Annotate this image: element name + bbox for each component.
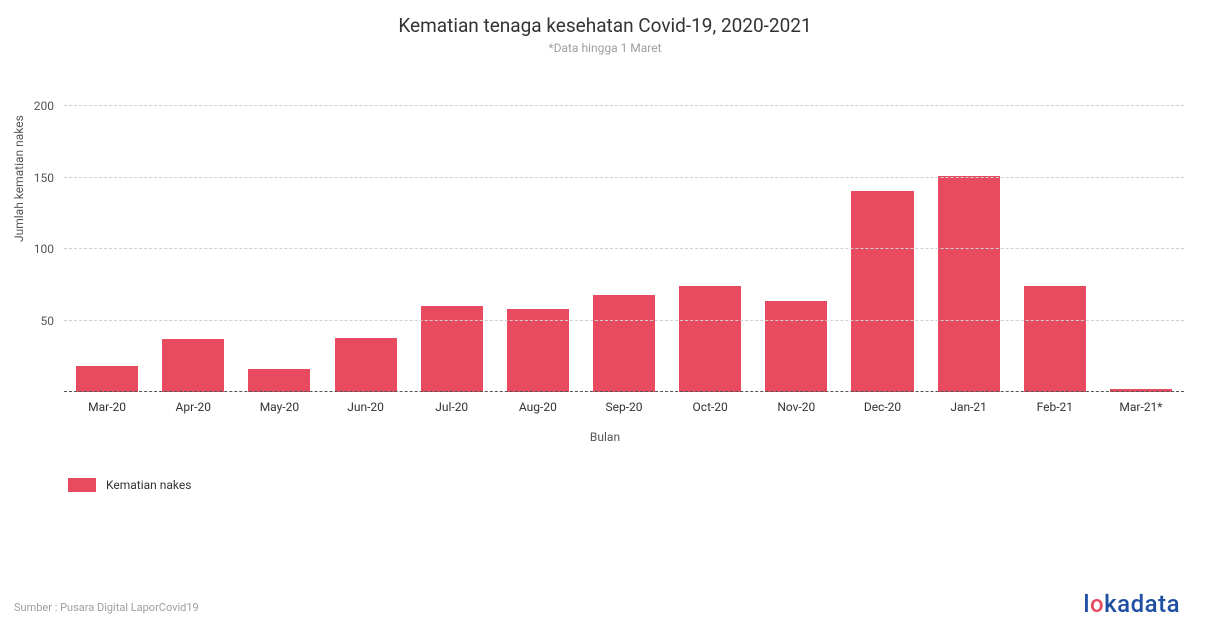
bar	[1024, 286, 1086, 392]
x-tick-label: Oct-20	[693, 392, 728, 414]
chart-title: Kematian tenaga kesehatan Covid-19, 2020…	[0, 14, 1210, 37]
grid-line	[64, 105, 1184, 106]
x-tick-label: Jul-20	[435, 392, 468, 414]
brand-suffix: kadata	[1104, 590, 1180, 618]
x-tick-label: Jan-21	[950, 392, 987, 414]
bar	[593, 295, 655, 392]
grid-line	[64, 320, 1184, 321]
x-tick-label: Sep-20	[606, 392, 643, 414]
bar	[765, 301, 827, 392]
bar-slot: Mar-21*	[1098, 92, 1184, 392]
y-tick-label: 200	[34, 99, 64, 113]
bar	[335, 338, 397, 392]
brand-accent: o	[1090, 590, 1104, 618]
y-tick-label: 150	[34, 171, 64, 185]
bar	[162, 339, 224, 392]
bar-slot: Oct-20	[667, 92, 753, 392]
x-tick-label: Mar-21*	[1119, 392, 1162, 414]
x-tick-label: Mar-20	[88, 392, 126, 414]
bar	[248, 369, 310, 392]
bar-slot: Feb-21	[1012, 92, 1098, 392]
y-axis-label: Jumlah kematian nakes	[12, 115, 26, 242]
x-axis-label: Bulan	[0, 430, 1210, 444]
chart-container: Kematian tenaga kesehatan Covid-19, 2020…	[0, 0, 1210, 628]
bar-slot: Dec-20	[839, 92, 925, 392]
bar-slot: Jul-20	[409, 92, 495, 392]
bar-slot: Jun-20	[322, 92, 408, 392]
x-tick-label: Dec-20	[864, 392, 901, 414]
bar-slot: Nov-20	[753, 92, 839, 392]
x-tick-label: Apr-20	[176, 392, 211, 414]
chart-subtitle: *Data hingga 1 Maret	[0, 41, 1210, 55]
y-tick-label: 100	[34, 242, 64, 256]
bar-slot: Jan-21	[926, 92, 1012, 392]
grid-line	[64, 177, 1184, 178]
plot-area: Mar-20Apr-20May-20Jun-20Jul-20Aug-20Sep-…	[64, 92, 1184, 392]
bar	[507, 309, 569, 392]
x-tick-label: Nov-20	[777, 392, 815, 414]
bar	[851, 191, 913, 392]
bar	[679, 286, 741, 392]
x-tick-label: Aug-20	[519, 392, 557, 414]
bar-slot: Apr-20	[150, 92, 236, 392]
bar	[76, 366, 138, 392]
baseline	[64, 391, 1184, 392]
x-tick-label: May-20	[260, 392, 299, 414]
bar-slot: Mar-20	[64, 92, 150, 392]
bar-slot: Aug-20	[495, 92, 581, 392]
bar-slot: Sep-20	[581, 92, 667, 392]
bars-group: Mar-20Apr-20May-20Jun-20Jul-20Aug-20Sep-…	[64, 92, 1184, 392]
grid-line	[64, 248, 1184, 249]
legend: Kematian nakes	[68, 478, 191, 492]
legend-swatch	[68, 478, 96, 492]
source-text: Sumber : Pusara Digital LaporCovid19	[14, 601, 199, 614]
bar	[938, 176, 1000, 392]
legend-label: Kematian nakes	[106, 478, 191, 492]
y-tick-label: 50	[41, 314, 65, 328]
x-tick-label: Jun-20	[347, 392, 384, 414]
bar-slot: May-20	[236, 92, 322, 392]
x-tick-label: Feb-21	[1037, 392, 1073, 414]
brand-logo: lokadata	[1083, 590, 1180, 618]
